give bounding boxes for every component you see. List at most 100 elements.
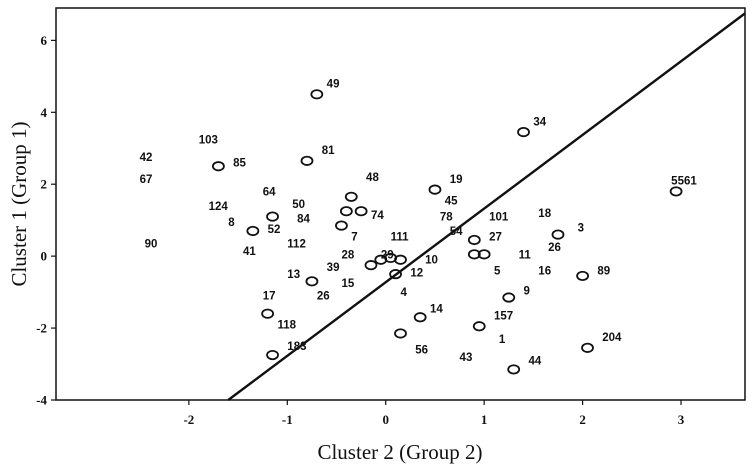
y-tick-label: 0 <box>41 249 48 264</box>
data-point <box>364 260 378 271</box>
point-label: 103 <box>199 134 218 146</box>
point-label: 3 <box>578 222 584 234</box>
point-label: 11 <box>519 249 532 261</box>
point-label: 112 <box>287 239 306 251</box>
data-points <box>212 89 683 375</box>
data-point <box>413 312 427 323</box>
x-tick-label: 0 <box>382 412 389 427</box>
point-label: 4 <box>401 287 408 299</box>
point-label: 52 <box>268 224 281 236</box>
point-label: 89 <box>597 266 610 278</box>
point-label: 7 <box>351 231 357 243</box>
point-label: 1 <box>499 334 506 346</box>
x-tick-label: -1 <box>282 412 293 427</box>
y-tick-label: -4 <box>36 393 47 408</box>
data-point <box>517 126 530 138</box>
y-tick-label: 2 <box>41 177 48 192</box>
data-point <box>394 328 407 339</box>
data-point <box>507 364 521 375</box>
data-point <box>305 276 319 287</box>
point-label: 8 <box>228 217 235 229</box>
point-label: 39 <box>327 262 340 274</box>
x-tick-label: -2 <box>183 412 194 427</box>
y-tick-label: -2 <box>36 321 47 336</box>
y-axis-title: Cluster 1 (Group 1) <box>7 121 31 286</box>
point-label: 90 <box>145 239 158 251</box>
data-point <box>576 270 589 282</box>
point-label: 14 <box>430 303 443 315</box>
point-label: 15 <box>341 278 354 290</box>
point-label: 41 <box>243 246 256 258</box>
point-label: 5 <box>494 266 501 278</box>
point-label: 85 <box>233 158 246 170</box>
data-point <box>354 206 368 217</box>
point-label: 34 <box>533 116 546 128</box>
reference-line <box>227 12 746 401</box>
point-label: 67 <box>140 174 153 186</box>
point-label: 42 <box>140 152 153 164</box>
point-label: 74 <box>371 210 384 222</box>
point-label: 44 <box>528 355 541 367</box>
point-label: 118 <box>277 319 296 331</box>
point-label: 78 <box>440 212 453 224</box>
point-label: 27 <box>489 231 502 243</box>
data-point <box>669 186 683 197</box>
point-label: 45 <box>445 195 458 207</box>
point-label: 204 <box>602 332 622 344</box>
point-label: 5561 <box>671 176 697 188</box>
data-point <box>502 292 516 303</box>
point-label: 84 <box>297 213 310 225</box>
data-point <box>266 349 279 361</box>
x-axis: -2 -1 0 1 2 3 <box>183 400 685 427</box>
data-point <box>467 234 481 246</box>
point-label: 54 <box>450 226 463 238</box>
y-tick-label: 4 <box>41 105 48 120</box>
data-point <box>246 225 260 237</box>
point-label: 12 <box>410 267 423 279</box>
point-label: 13 <box>287 269 300 281</box>
data-point <box>212 161 225 172</box>
point-label: 101 <box>489 212 509 224</box>
data-point <box>477 249 491 260</box>
point-label: 48 <box>366 172 379 184</box>
data-point <box>551 229 565 240</box>
x-tick-label: 2 <box>579 412 586 427</box>
point-label: 26 <box>548 242 561 254</box>
x-tick-label: 3 <box>678 412 685 427</box>
x-tick-label: 1 <box>481 412 488 427</box>
data-point <box>344 191 358 202</box>
y-tick-label: 6 <box>41 33 48 48</box>
data-point <box>266 211 279 222</box>
point-label: 10 <box>425 255 438 267</box>
point-label: 29 <box>381 249 394 261</box>
point-label: 124 <box>209 201 229 213</box>
data-point <box>261 308 275 319</box>
point-label: 28 <box>341 249 354 261</box>
point-label: 50 <box>292 199 305 211</box>
data-point <box>389 269 402 280</box>
point-label: 64 <box>263 186 276 198</box>
data-point <box>310 89 324 100</box>
data-point <box>300 155 314 166</box>
plot-frame <box>55 7 746 401</box>
point-label: 43 <box>460 352 473 364</box>
data-point <box>335 220 348 231</box>
data-point <box>428 184 442 195</box>
data-point <box>394 254 407 265</box>
point-label: 19 <box>450 174 463 186</box>
point-label: 111 <box>391 231 410 243</box>
data-point <box>581 342 594 353</box>
data-point <box>467 249 481 260</box>
data-point <box>472 321 486 332</box>
point-label: 18 <box>538 208 551 220</box>
point-label: 9 <box>524 285 530 297</box>
point-label: 16 <box>538 266 551 278</box>
data-point <box>339 206 353 217</box>
y-axis: 6 4 2 0 -2 -4 <box>36 33 56 408</box>
point-label: 157 <box>494 310 513 322</box>
point-label: 17 <box>263 291 276 303</box>
point-label: 26 <box>317 291 330 303</box>
point-label: 81 <box>322 145 335 157</box>
